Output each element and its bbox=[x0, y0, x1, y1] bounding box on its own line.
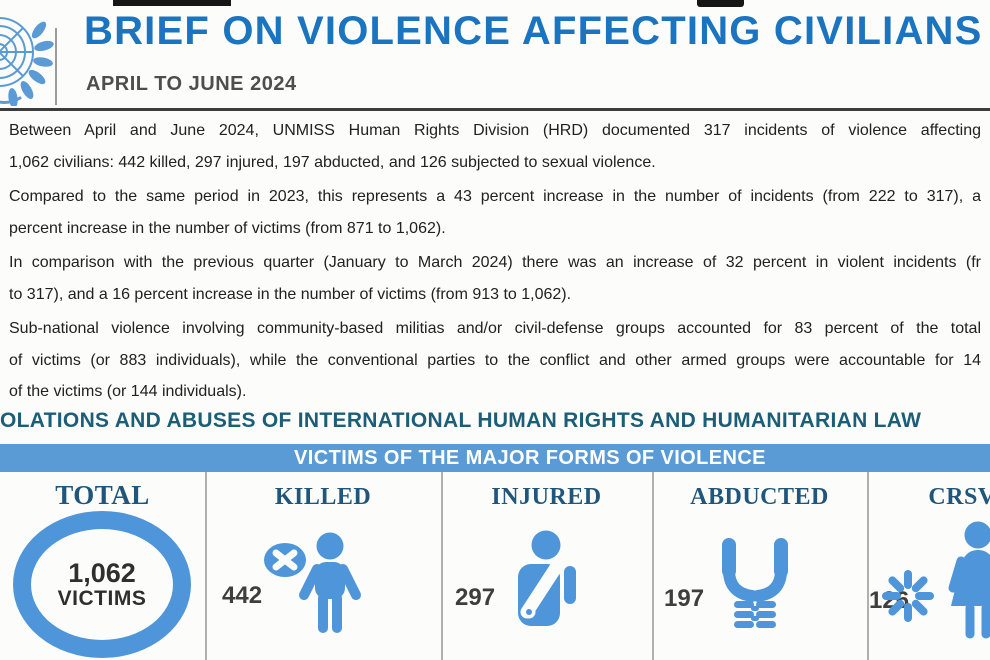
paragraph-line: Sub-national violence involving communit… bbox=[9, 320, 981, 337]
stat-label-abducted: ABDUCTED bbox=[690, 484, 829, 510]
paragraph: Compared to the same period in 2023, thi… bbox=[9, 181, 990, 244]
total-value: 1,062 bbox=[68, 557, 136, 588]
column-divider bbox=[867, 472, 869, 660]
stat-label-injured: INJURED bbox=[491, 484, 602, 510]
scan-artifact bbox=[697, 0, 744, 7]
stat-label-total: TOTAL bbox=[55, 480, 150, 510]
paragraph-line: Compared to the same period in 2023, thi… bbox=[9, 188, 981, 205]
total-victims-ring: 1,062 VICTIMS bbox=[13, 511, 191, 658]
paragraph: Between April and June 2024, UNMISS Huma… bbox=[9, 115, 990, 178]
abducted-shackled-hands-icon bbox=[722, 538, 788, 628]
injured-arm-sling-icon bbox=[518, 530, 576, 626]
stat-value-injured: 297 bbox=[455, 584, 496, 611]
scan-artifact bbox=[113, 0, 231, 6]
stat-value-abducted: 197 bbox=[664, 585, 705, 612]
paragraph-line: of victims (or 883 individuals), while t… bbox=[9, 351, 981, 369]
total-value-label: VICTIMS bbox=[57, 586, 147, 610]
section-heading: OLATIONS AND ABUSES OF INTERNATIONAL HUM… bbox=[0, 409, 922, 432]
page-title: BRIEF ON VIOLENCE AFFECTING CIVILIANS bbox=[84, 9, 983, 53]
crsv-burst-icon bbox=[882, 570, 934, 622]
header-divider bbox=[55, 28, 57, 105]
column-divider bbox=[652, 472, 654, 660]
paragraph-line: percent increase in the number of victim… bbox=[9, 219, 446, 237]
paragraph-line: In comparison with the previous quarter … bbox=[9, 254, 981, 271]
page-subtitle: APRIL TO JUNE 2024 bbox=[86, 73, 297, 95]
stats-table: TOTAL 1,062 VICTIMS KILLED 442 INJURED 2… bbox=[0, 472, 990, 660]
paragraph-line: Between April and June 2024, UNMISS Huma… bbox=[9, 122, 981, 139]
un-emblem-logo bbox=[0, 17, 54, 106]
paragraph: Sub-national violence involving communit… bbox=[9, 313, 990, 408]
header-rule bbox=[0, 108, 990, 111]
column-divider bbox=[441, 472, 443, 660]
paragraph-line: 1,062 civilians: 442 killed, 297 injured… bbox=[9, 153, 656, 171]
stat-value-killed: 442 bbox=[222, 582, 263, 609]
paragraph-line: to 317), and a 16 percent increase in th… bbox=[9, 285, 572, 303]
killed-person-x-icon bbox=[264, 532, 361, 633]
paragraph-line: of the victims (or 144 individuals). bbox=[9, 383, 247, 400]
banner: VICTIMS OF THE MAJOR FORMS OF VIOLENCE bbox=[0, 444, 990, 472]
body-text: Between April and June 2024, UNMISS Huma… bbox=[9, 115, 990, 411]
crsv-woman-icon bbox=[948, 521, 990, 639]
column-divider bbox=[205, 472, 207, 660]
stat-label-killed: KILLED bbox=[274, 484, 372, 510]
banner-title: VICTIMS OF THE MAJOR FORMS OF VIOLENCE bbox=[294, 447, 766, 469]
stat-label-crsv: CRSV bbox=[928, 484, 990, 510]
paragraph: In comparison with the previous quarter … bbox=[9, 247, 990, 310]
